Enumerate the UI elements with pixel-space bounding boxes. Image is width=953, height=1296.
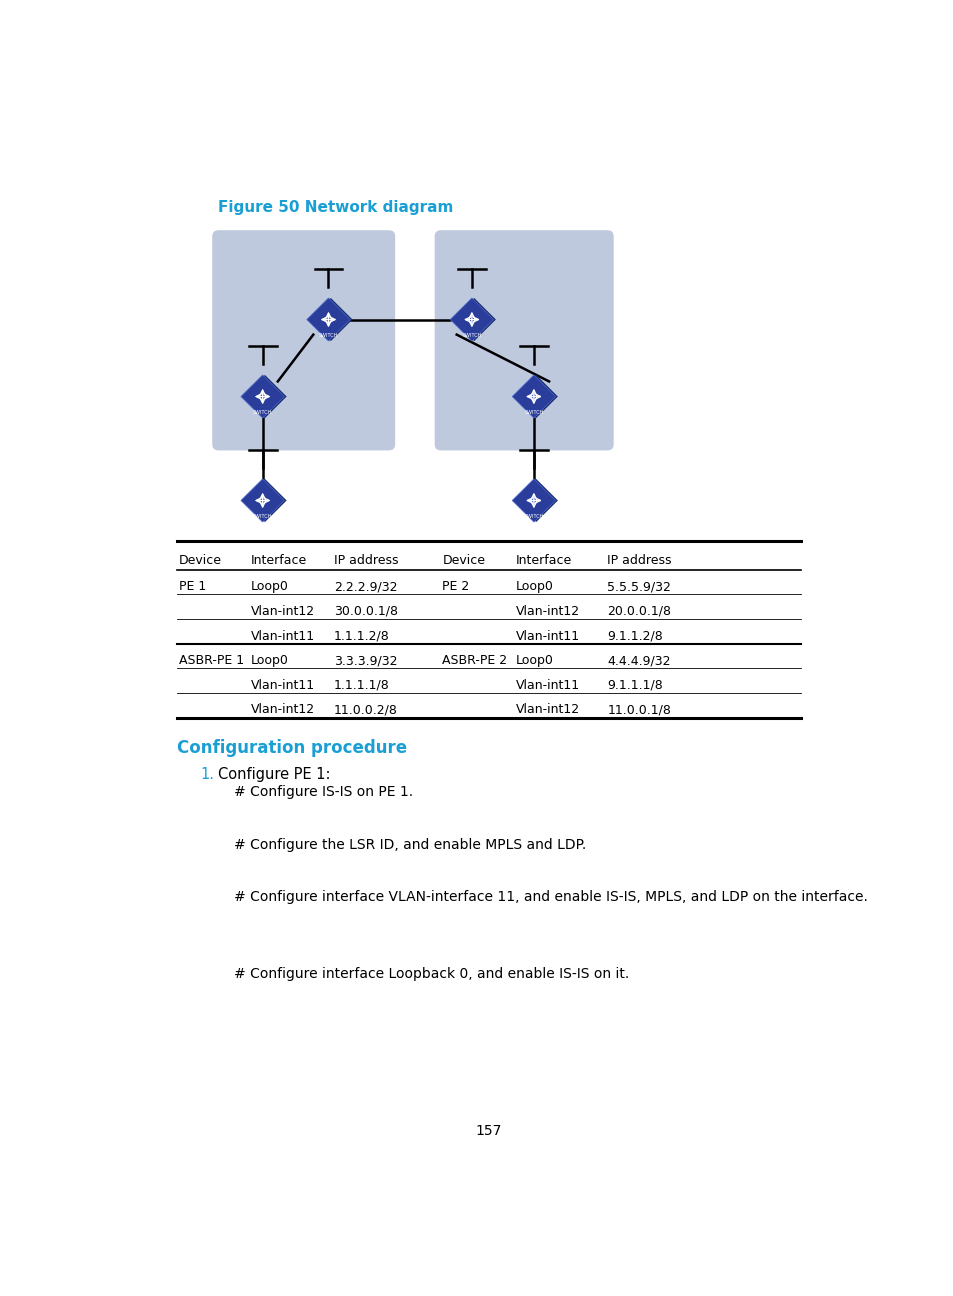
Text: 2.2.2.9/32: 2.2.2.9/32 bbox=[334, 581, 397, 594]
Text: Interface: Interface bbox=[516, 555, 572, 568]
Text: IP address: IP address bbox=[607, 555, 671, 568]
Text: Device: Device bbox=[179, 555, 222, 568]
Text: Vlan-int12: Vlan-int12 bbox=[516, 605, 579, 618]
Text: # Configure interface Loopback 0, and enable IS-IS on it.: # Configure interface Loopback 0, and en… bbox=[233, 967, 629, 981]
Text: SWITCH: SWITCH bbox=[523, 411, 543, 415]
Text: Configuration procedure: Configuration procedure bbox=[177, 739, 407, 757]
Text: 5.5.5.9/32: 5.5.5.9/32 bbox=[607, 581, 671, 594]
Text: 9.1.1.1/8: 9.1.1.1/8 bbox=[607, 679, 662, 692]
FancyBboxPatch shape bbox=[212, 231, 395, 451]
Text: 157: 157 bbox=[476, 1124, 501, 1138]
Text: 3.3.3.9/32: 3.3.3.9/32 bbox=[334, 654, 397, 667]
Text: Loop0: Loop0 bbox=[251, 581, 289, 594]
Text: 1.: 1. bbox=[200, 767, 214, 781]
Text: Loop0: Loop0 bbox=[516, 581, 554, 594]
Text: 1.1.1.2/8: 1.1.1.2/8 bbox=[334, 630, 389, 643]
Text: Configure PE 1:: Configure PE 1: bbox=[218, 767, 331, 781]
Text: 9.1.1.2/8: 9.1.1.2/8 bbox=[607, 630, 662, 643]
Text: Figure 50 Network diagram: Figure 50 Network diagram bbox=[218, 200, 454, 215]
Text: SWITCH: SWITCH bbox=[253, 411, 272, 415]
Polygon shape bbox=[307, 298, 350, 341]
Polygon shape bbox=[514, 480, 558, 522]
Text: PE 1: PE 1 bbox=[179, 581, 206, 594]
Polygon shape bbox=[514, 375, 558, 419]
Polygon shape bbox=[241, 375, 284, 419]
Polygon shape bbox=[450, 298, 493, 341]
Text: SWITCH: SWITCH bbox=[523, 515, 543, 520]
Text: SWITCH: SWITCH bbox=[461, 333, 481, 338]
Text: # Configure interface VLAN-interface 11, and enable IS-IS, MPLS, and LDP on the : # Configure interface VLAN-interface 11,… bbox=[233, 890, 867, 905]
Text: Loop0: Loop0 bbox=[251, 654, 289, 667]
Polygon shape bbox=[452, 298, 496, 341]
Text: 4.4.4.9/32: 4.4.4.9/32 bbox=[607, 654, 670, 667]
Text: Interface: Interface bbox=[251, 555, 307, 568]
Text: 1.1.1.1/8: 1.1.1.1/8 bbox=[334, 679, 389, 692]
Text: 20.0.0.1/8: 20.0.0.1/8 bbox=[607, 605, 671, 618]
FancyBboxPatch shape bbox=[435, 231, 613, 451]
Polygon shape bbox=[309, 298, 353, 341]
Text: Vlan-int12: Vlan-int12 bbox=[251, 605, 314, 618]
Text: Device: Device bbox=[442, 555, 485, 568]
Text: ASBR-PE 2: ASBR-PE 2 bbox=[442, 654, 507, 667]
Polygon shape bbox=[243, 480, 286, 522]
Text: Vlan-int11: Vlan-int11 bbox=[251, 679, 314, 692]
Text: # Configure the LSR ID, and enable MPLS and LDP.: # Configure the LSR ID, and enable MPLS … bbox=[233, 837, 585, 851]
Text: 11.0.0.1/8: 11.0.0.1/8 bbox=[607, 704, 671, 717]
Text: IP address: IP address bbox=[334, 555, 398, 568]
Text: 30.0.0.1/8: 30.0.0.1/8 bbox=[334, 605, 397, 618]
Text: PE 2: PE 2 bbox=[442, 581, 469, 594]
Text: Vlan-int11: Vlan-int11 bbox=[516, 679, 579, 692]
Text: SWITCH: SWITCH bbox=[253, 515, 272, 520]
Polygon shape bbox=[241, 480, 284, 522]
Text: Vlan-int12: Vlan-int12 bbox=[516, 704, 579, 717]
Text: ASBR-PE 1: ASBR-PE 1 bbox=[179, 654, 244, 667]
Text: Vlan-int11: Vlan-int11 bbox=[516, 630, 579, 643]
Polygon shape bbox=[512, 480, 555, 522]
Text: # Configure IS-IS on PE 1.: # Configure IS-IS on PE 1. bbox=[233, 785, 413, 800]
Polygon shape bbox=[243, 375, 286, 419]
Text: Loop0: Loop0 bbox=[516, 654, 554, 667]
Text: Vlan-int11: Vlan-int11 bbox=[251, 630, 314, 643]
Text: 11.0.0.2/8: 11.0.0.2/8 bbox=[334, 704, 397, 717]
Text: Vlan-int12: Vlan-int12 bbox=[251, 704, 314, 717]
Polygon shape bbox=[512, 375, 555, 419]
Text: SWITCH: SWITCH bbox=[318, 333, 337, 338]
